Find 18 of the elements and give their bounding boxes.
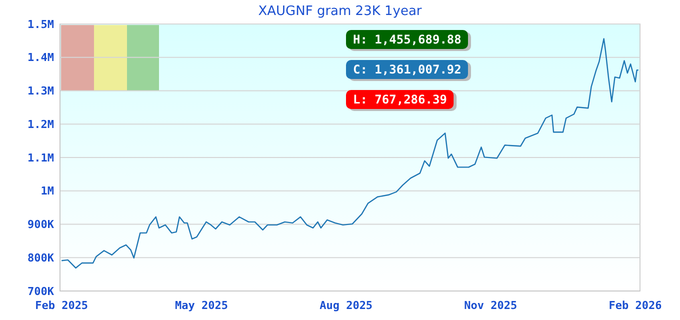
annotation: L: 767,286.39	[353, 92, 447, 106]
y-tick-label: 1.1M	[28, 151, 54, 164]
y-tick-label: 800K	[28, 251, 54, 264]
annotation: C: 1,361,007.92	[353, 62, 462, 76]
y-tick-label: 1M	[40, 184, 54, 198]
y-tick-label: 1.5M	[28, 18, 54, 31]
y-tick-label: 700K	[28, 284, 54, 298]
x-tick-label: Nov 2025	[464, 299, 518, 312]
annotation: H: 1,455,689.88	[353, 32, 462, 46]
y-tick-label: 900K	[28, 218, 54, 232]
chart-title: XAUGNF gram 23K 1year	[258, 4, 422, 19]
x-tick-label: Aug 2025	[320, 299, 373, 312]
x-tick-label: Feb 2025	[35, 299, 88, 312]
x-tick-label: Feb 2026	[608, 299, 662, 312]
y-tick-label: 1.2M	[28, 118, 54, 131]
y-tick-label: 1.3M	[28, 84, 54, 98]
x-tick-label: May 2025	[174, 299, 228, 312]
y-tick-label: 1.4M	[28, 51, 54, 64]
